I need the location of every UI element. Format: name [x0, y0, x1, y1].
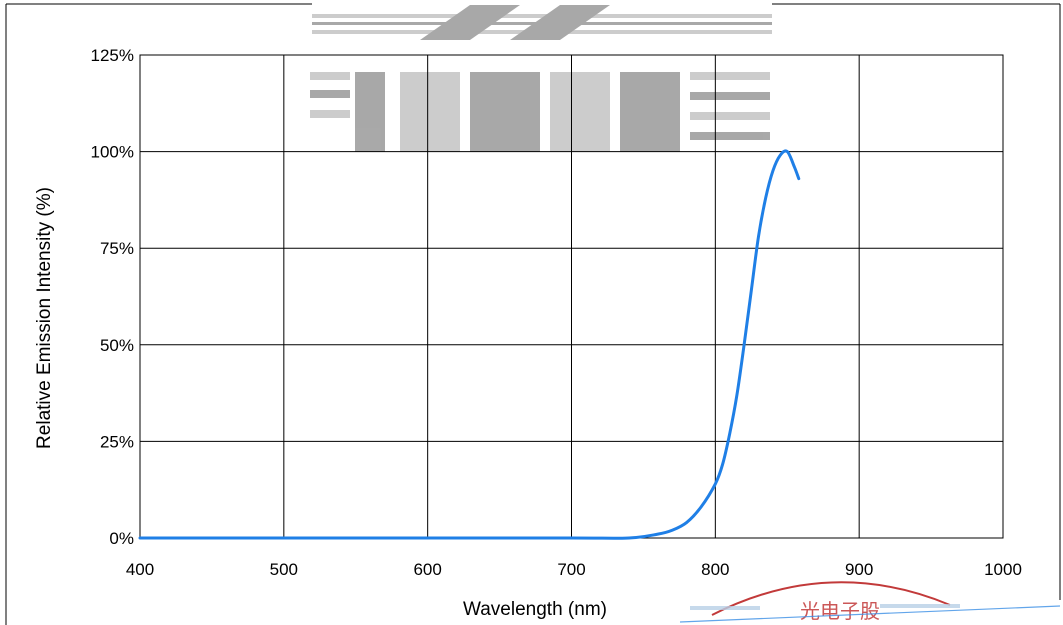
y-tick-label: 100% — [91, 143, 134, 162]
x-tick-label: 900 — [845, 560, 873, 579]
x-tick-label: 500 — [270, 560, 298, 579]
watermark-logo — [310, 5, 772, 152]
y-tick-label: 0% — [109, 529, 134, 548]
x-tick-label: 800 — [701, 560, 729, 579]
company-stamp: 光电子股 — [679, 581, 1061, 623]
stamp-text: 光电子股 — [800, 600, 880, 623]
x-tick-label: 700 — [557, 560, 585, 579]
y-tick-label: 75% — [100, 239, 134, 258]
x-tick-label: 600 — [413, 560, 441, 579]
x-axis-ticks: 400 500 600 700 800 900 1000 — [126, 560, 1022, 579]
series-line — [138, 149, 801, 540]
y-axis-label: Relative Emission Intensity (%) — [34, 187, 55, 449]
x-tick-label: 400 — [126, 560, 154, 579]
x-tick-label: 1000 — [984, 560, 1022, 579]
y-axis-ticks: 0% 25% 50% 75% 100% 125% — [91, 46, 134, 548]
y-tick-label: 50% — [100, 336, 134, 355]
series-group — [138, 149, 801, 540]
x-axis-label: Wavelength (nm) — [463, 599, 607, 620]
y-tick-label: 125% — [91, 46, 134, 65]
grid — [139, 54, 1004, 539]
y-tick-label: 25% — [100, 432, 134, 451]
